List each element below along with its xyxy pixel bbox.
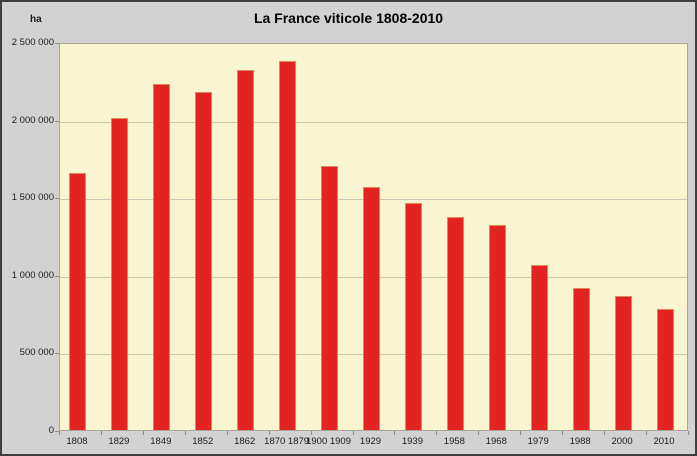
bar-1900-1909 (321, 166, 339, 430)
x-axis-tick-label: 1968 (485, 436, 507, 447)
x-axis-tick-mark (310, 431, 312, 435)
bar-1979 (530, 265, 548, 430)
bar-1808 (69, 173, 87, 430)
x-axis-tick-label: 2010 (653, 436, 675, 447)
y-axis-tick-label: 500 000 (19, 347, 54, 359)
x-axis-tick-label: 1862 (234, 436, 256, 447)
x-axis-tick-mark (100, 431, 102, 435)
y-axis-tick-mark (55, 120, 59, 122)
x-axis-tick-mark (268, 431, 270, 435)
y-axis-unit-label: ha (30, 14, 42, 25)
bar-1929 (363, 187, 380, 430)
y-axis-tick-label: 2 500 000 (11, 37, 54, 48)
bar-1988 (572, 288, 590, 430)
x-axis-tick-mark (226, 431, 228, 435)
x-axis-tick-mark (604, 431, 606, 435)
x-axis-tick-label: 1979 (527, 436, 549, 447)
x-axis-tick-label: 2000 (611, 436, 633, 447)
x-axis-tick-label: 1849 (150, 436, 172, 447)
y-axis-tick-mark (55, 43, 59, 44)
gridline (60, 121, 687, 123)
y-axis-tick-label: 1 500 000 (11, 192, 54, 204)
x-axis-tick-mark (184, 431, 186, 435)
x-axis-tick-mark (436, 431, 438, 435)
chart-title: La France viticole 1808-2010 (253, 10, 444, 26)
x-axis-tick-label: 1900 1909 (306, 436, 352, 447)
x-axis-tick-mark (394, 431, 396, 435)
y-axis-tick-mark (55, 431, 59, 432)
x-axis-tick-label: 1870 1879 (264, 436, 310, 447)
x-axis-tick-mark (520, 431, 522, 435)
x-axis-tick-label: 1958 (443, 436, 465, 447)
x-axis-tick-label: 1829 (108, 436, 130, 447)
x-axis-tick-mark (478, 431, 480, 435)
bar-1862 (237, 70, 255, 430)
y-axis-tick-label: 2 000 000 (11, 114, 54, 126)
bar-1958 (446, 217, 464, 430)
bar-2010 (656, 309, 674, 430)
x-axis-tick-label: 1939 (401, 436, 423, 447)
bar-1870-1879 (279, 61, 297, 430)
x-axis-tick-mark (352, 431, 354, 435)
x-axis-tick-mark (646, 431, 648, 435)
y-axis-tick-mark (55, 275, 59, 277)
bar-1939 (404, 203, 422, 430)
plot-area (59, 43, 688, 431)
x-axis-tick-mark (688, 431, 689, 435)
bar-1849 (153, 84, 171, 430)
y-axis-tick-label: 0 (48, 425, 54, 436)
x-axis-tick-label: 1852 (192, 436, 214, 447)
y-axis-tick-mark (55, 198, 59, 200)
x-axis-tick-label: 1988 (569, 436, 591, 447)
x-axis-tick-label: 1808 (66, 436, 88, 447)
x-axis-tick-mark (59, 431, 60, 435)
x-axis-tick-label: 1929 (359, 436, 382, 447)
x-axis-tick-mark (142, 431, 144, 435)
y-axis-tick-mark (55, 353, 59, 355)
bar-1968 (488, 225, 506, 430)
bar-1829 (111, 118, 129, 430)
bar-2000 (614, 296, 632, 430)
y-axis-tick-label: 1 000 000 (11, 269, 54, 281)
x-axis-tick-mark (562, 431, 564, 435)
bar-1852 (195, 92, 213, 430)
